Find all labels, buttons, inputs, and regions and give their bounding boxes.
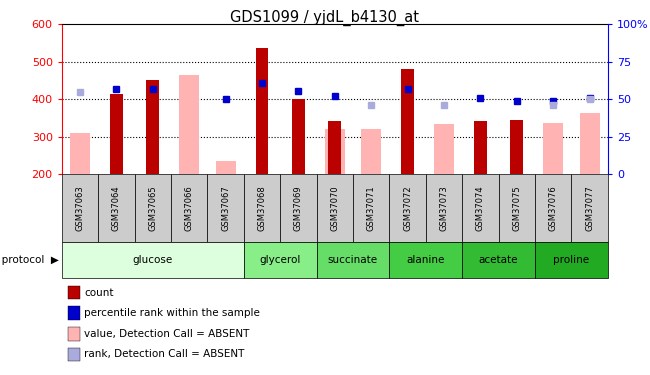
Bar xyxy=(62,242,244,278)
Text: GSM37071: GSM37071 xyxy=(367,185,376,231)
Text: percentile rank within the sample: percentile rank within the sample xyxy=(84,308,261,318)
Text: GSM37068: GSM37068 xyxy=(257,185,266,231)
Text: GSM37070: GSM37070 xyxy=(330,185,339,231)
Bar xyxy=(361,129,381,174)
Bar xyxy=(292,99,305,174)
Text: acetate: acetate xyxy=(479,255,518,265)
Bar xyxy=(179,75,199,174)
Bar xyxy=(401,69,414,174)
Bar xyxy=(580,112,599,174)
Bar xyxy=(325,129,344,174)
Bar xyxy=(317,242,389,278)
Text: succinate: succinate xyxy=(328,255,378,265)
Text: count: count xyxy=(84,288,114,297)
Text: GSM37075: GSM37075 xyxy=(512,185,521,231)
Bar xyxy=(462,174,499,242)
Text: GSM37065: GSM37065 xyxy=(148,185,157,231)
Bar xyxy=(171,174,207,242)
Text: GSM37069: GSM37069 xyxy=(294,185,303,231)
Bar xyxy=(62,174,98,242)
Text: alanine: alanine xyxy=(406,255,445,265)
Text: GSM37066: GSM37066 xyxy=(185,185,194,231)
Bar xyxy=(216,161,235,174)
Text: GSM37064: GSM37064 xyxy=(112,185,121,231)
Text: rank, Detection Call = ABSENT: rank, Detection Call = ABSENT xyxy=(84,350,245,359)
Text: glycerol: glycerol xyxy=(259,255,301,265)
Bar xyxy=(462,242,535,278)
Bar xyxy=(280,174,317,242)
Text: GSM37074: GSM37074 xyxy=(476,185,485,231)
Bar xyxy=(70,133,90,174)
Text: GDS1099 / yjdL_b4130_at: GDS1099 / yjdL_b4130_at xyxy=(231,9,419,26)
Bar xyxy=(244,174,280,242)
Text: growth protocol  ▶: growth protocol ▶ xyxy=(0,255,58,265)
Bar xyxy=(535,174,571,242)
Bar xyxy=(207,174,244,242)
Bar xyxy=(98,174,135,242)
Bar xyxy=(510,120,523,174)
Bar xyxy=(353,174,389,242)
Bar xyxy=(535,242,608,278)
Text: GSM37067: GSM37067 xyxy=(221,185,230,231)
Bar xyxy=(389,174,426,242)
Bar xyxy=(110,94,123,174)
Bar xyxy=(499,174,535,242)
Text: GSM37073: GSM37073 xyxy=(439,185,448,231)
Bar xyxy=(146,80,159,174)
Bar xyxy=(474,121,487,174)
Bar xyxy=(244,242,317,278)
Bar xyxy=(135,174,171,242)
Bar xyxy=(434,124,454,174)
Bar xyxy=(328,121,341,174)
Bar xyxy=(543,123,563,174)
Text: GSM37076: GSM37076 xyxy=(549,185,558,231)
Bar xyxy=(571,174,608,242)
Text: GSM37072: GSM37072 xyxy=(403,185,412,231)
Text: proline: proline xyxy=(553,255,590,265)
Bar xyxy=(426,174,462,242)
Bar xyxy=(255,48,268,174)
Text: GSM37063: GSM37063 xyxy=(75,185,84,231)
Text: GSM37077: GSM37077 xyxy=(585,185,594,231)
Text: glucose: glucose xyxy=(133,255,173,265)
Text: value, Detection Call = ABSENT: value, Detection Call = ABSENT xyxy=(84,329,250,339)
Bar xyxy=(317,174,353,242)
Bar xyxy=(389,242,462,278)
